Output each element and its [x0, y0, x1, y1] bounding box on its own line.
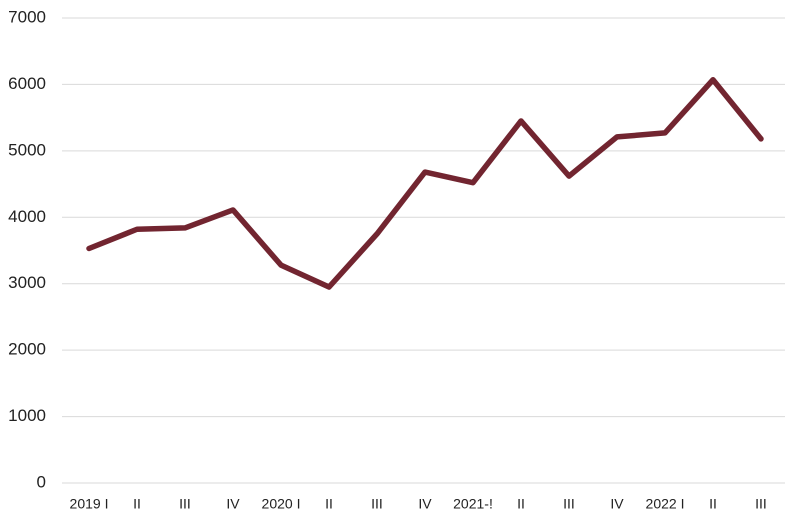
x-tick-label: III	[755, 496, 767, 512]
y-tick-label: 3000	[8, 273, 46, 292]
x-tick-label: IV	[610, 496, 624, 512]
x-tick-label: 2020 I	[262, 496, 301, 512]
data-line	[86, 77, 764, 290]
x-tick-label: II	[133, 496, 141, 512]
x-tick-label: 2019 I	[70, 496, 109, 512]
y-tick-label: 7000	[8, 7, 46, 26]
x-tick-label: II	[709, 496, 717, 512]
y-tick-label: 4000	[8, 207, 46, 226]
y-tick-label: 1000	[8, 406, 46, 425]
x-tick-label: IV	[418, 496, 432, 512]
x-tick-label: II	[517, 496, 525, 512]
y-tick-label: 0	[37, 472, 46, 491]
x-tick-label: III	[563, 496, 575, 512]
x-tick-label: IV	[226, 496, 240, 512]
x-tick-label: III	[179, 496, 191, 512]
y-tick-label: 6000	[8, 74, 46, 93]
y-tick-label: 2000	[8, 340, 46, 359]
x-tick-label: III	[371, 496, 383, 512]
x-tick-label: II	[325, 496, 333, 512]
x-tick-label: 2021-!	[453, 496, 493, 512]
x-tick-label: 2022 I	[646, 496, 685, 512]
y-tick-label: 5000	[8, 140, 46, 159]
